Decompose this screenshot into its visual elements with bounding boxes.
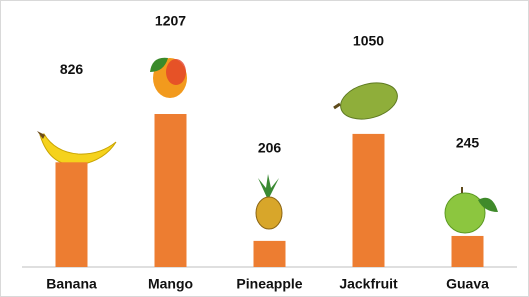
data-label: 1050 (353, 33, 384, 49)
x-tick-label: Pineapple (236, 276, 302, 292)
x-tick-label: Guava (446, 276, 489, 292)
bar (56, 162, 88, 267)
chart: Banana 826 Mango 1207 Pineapple 206 Jackfruit 1… (0, 0, 529, 297)
data-label: 206 (258, 140, 282, 156)
data-label: 1207 (155, 13, 186, 29)
bar (452, 236, 484, 267)
x-tick-label: Jackfruit (339, 276, 398, 292)
data-label: 826 (60, 61, 84, 77)
x-tick-label: Banana (46, 276, 97, 292)
bar (254, 241, 286, 267)
data-label: 245 (456, 135, 480, 151)
bar (155, 114, 187, 267)
bar (353, 134, 385, 267)
x-tick-label: Mango (148, 276, 193, 292)
